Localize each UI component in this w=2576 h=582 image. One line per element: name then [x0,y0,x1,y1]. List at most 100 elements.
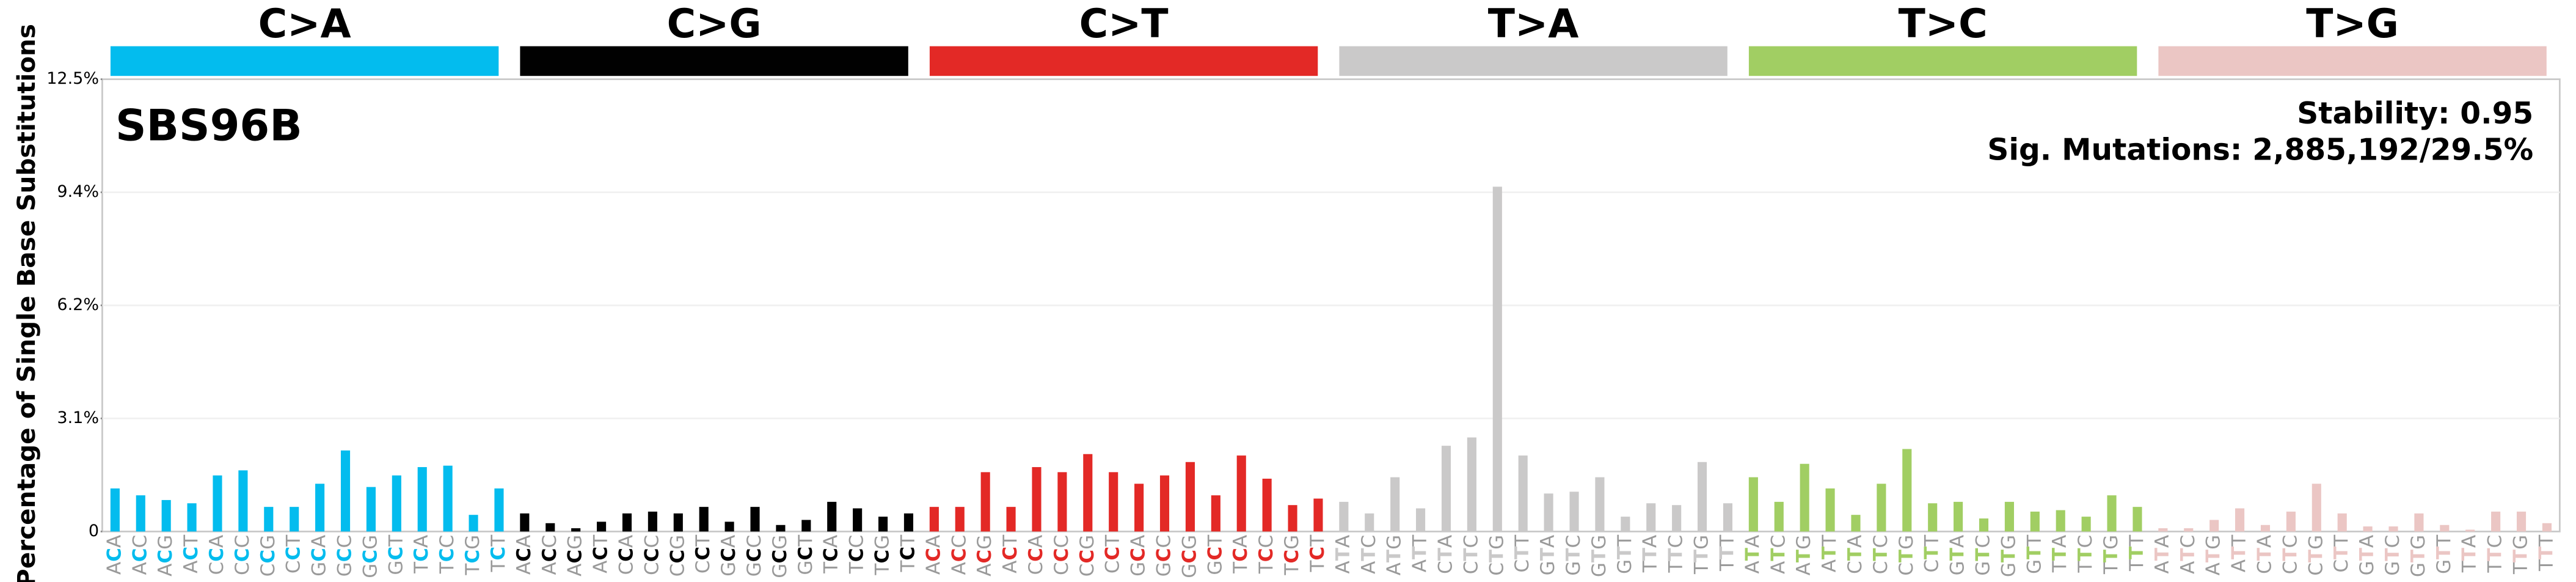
bar [903,513,914,532]
bar [2311,484,2321,532]
x-tick-label: GCT [795,534,817,575]
x-tick-label: TCT [1307,534,1329,573]
x-tick-label: ATT [2228,534,2250,572]
x-tick-label: TTC [2074,535,2096,573]
y-tick-label: 12.5% [46,69,99,88]
bar [1057,472,1067,532]
bar [1185,462,1195,532]
bar [2363,526,2373,532]
bar [2286,511,2296,532]
x-tick-label: ATC [1767,535,1789,574]
x-tick-label: GTG [2407,535,2429,577]
bar [417,467,427,532]
bar [520,513,530,532]
x-tick-label: CCT [692,534,714,573]
bar [2158,528,2168,532]
bar [2004,501,2014,532]
x-tick-label: CTG [1896,535,1917,576]
x-tick-label: TTA [2049,535,2071,573]
x-tick-label: TTG [1691,535,1713,575]
x-tick-label: ATC [2177,535,2199,574]
group-label: C>G [667,1,762,47]
x-tick-label: TCT [897,534,919,573]
x-tick-label: TCA [410,535,432,574]
x-tick-label: GCA [1128,535,1150,576]
bar [673,513,683,532]
x-tick-label: GCA [718,535,740,576]
x-tick-label: CCA [1025,535,1047,575]
x-tick-label: CCC [641,535,663,575]
bar [1518,455,1528,532]
bar [2337,513,2347,532]
bar [1390,477,1400,532]
x-tick-label: CTT [2330,534,2352,573]
x-tick-label: GTG [1588,535,1610,577]
bar [469,515,478,532]
bar [1851,515,1861,532]
bar [1313,498,1323,532]
x-tick-label: CCC [232,535,254,575]
bar [1877,484,1886,532]
annotation: Sig. Mutations: 2,885,192/29.5% [1987,133,2533,167]
y-tick-label: 3.1% [57,408,99,427]
bar [1646,503,1656,532]
x-tick-label: TCT [487,534,509,573]
x-tick-label: CCT [1102,534,1124,573]
bar [264,507,274,532]
x-tick-label: CTT [1921,534,1943,573]
x-tick-label: ATG [2203,535,2225,575]
x-tick-label: ACC [948,535,970,575]
bar [2133,507,2142,532]
bar [1339,501,1349,532]
x-tick-label: GTC [2382,535,2404,576]
x-tick-label: TTA [2459,535,2481,573]
x-tick-label: GCG [359,535,381,578]
bar [213,475,222,532]
x-tick-label: ACC [539,535,561,575]
x-tick-label: TCC [846,535,868,574]
x-tick-label: ACG [974,535,996,576]
x-tick-label: CCC [1051,535,1073,575]
bar [1467,437,1476,532]
x-tick-label: GCG [769,535,791,578]
bar [827,501,837,532]
bar [1569,492,1579,532]
x-tick-label: CTC [1460,535,1482,575]
bar [1902,449,1912,532]
x-tick-label: CCA [615,535,637,575]
bar [1697,462,1707,532]
x-tick-label: GCT [1204,534,1226,575]
x-tick-label: GTC [1972,535,1994,576]
x-tick-label: GCC [743,535,765,577]
x-tick-label: GCT [385,534,407,575]
bar [1774,501,1784,532]
x-tick-label: ATT [1819,534,1841,572]
annotation: Stability: 0.95 [2297,97,2533,131]
x-tick-label: GTA [2356,535,2378,576]
bar [853,508,863,532]
bar [545,523,555,532]
x-tick-label: ACA [103,535,125,575]
x-tick-label: CTC [2279,535,2301,575]
group-label: C>A [258,1,351,47]
bar [1954,501,1963,532]
x-tick-label: GCA [308,535,330,576]
bar [2081,517,2091,532]
bar [315,484,325,532]
bar [1032,467,1042,532]
bar [1672,505,1682,532]
bar [1748,477,1758,532]
bar [648,511,657,532]
x-tick-label: GTT [2433,534,2455,574]
x-tick-label: ATT [1409,534,1431,572]
bar [776,525,786,532]
x-tick-label: TTT [2535,534,2557,572]
x-tick-label: TCA [820,535,842,574]
bar [1262,478,1272,532]
x-tick-label: GTT [2023,534,2045,574]
bar [622,513,632,532]
x-tick-label: TTG [2510,535,2532,575]
bar [1441,446,1451,532]
x-tick-label: TCG [462,535,484,576]
x-tick-label: ATA [1332,535,1354,574]
